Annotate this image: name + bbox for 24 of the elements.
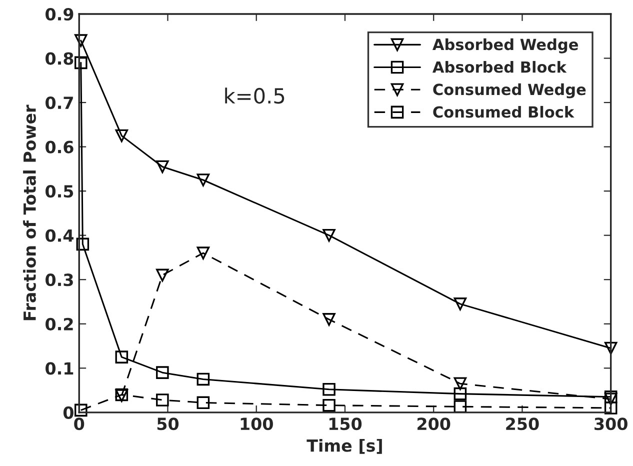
y-tick-label: 0.7 bbox=[46, 96, 73, 110]
y-tick-label: 0.3 bbox=[46, 274, 73, 286]
y-tick-label: 0.5 bbox=[46, 185, 74, 198]
legend-label: Absorbed Wedge bbox=[432, 38, 578, 54]
x-tick-label: 50 bbox=[157, 418, 179, 430]
x-tick-label: 300 bbox=[594, 418, 628, 430]
y-tick-label: 0.6 bbox=[46, 140, 74, 154]
y-axis-title: Fraction of Total Power bbox=[23, 104, 36, 320]
y-tick-label: 0.4 bbox=[46, 229, 74, 242]
y-tick-label: 0.8 bbox=[46, 52, 74, 65]
legend-label: Absorbed Block bbox=[432, 60, 567, 73]
annotation: k=0.5 bbox=[225, 88, 284, 104]
x-tick-label: 200 bbox=[418, 418, 450, 430]
x-tick-label: 150 bbox=[329, 418, 362, 430]
x-tick-label: 250 bbox=[506, 418, 539, 430]
y-tick-label: 0 bbox=[63, 406, 74, 419]
x-tick-label: 0 bbox=[74, 418, 84, 430]
x-axis-title: Time [s] bbox=[306, 438, 382, 454]
y-tick-label: 0.9 bbox=[46, 8, 74, 21]
y-tick-label: 0.1 bbox=[46, 362, 74, 375]
y-tick-label: 0.2 bbox=[46, 318, 73, 330]
legend-label: Consumed Block bbox=[433, 106, 574, 118]
legend-label: Consumed Wedge bbox=[433, 83, 586, 98]
x-tick-label: 100 bbox=[240, 418, 273, 430]
